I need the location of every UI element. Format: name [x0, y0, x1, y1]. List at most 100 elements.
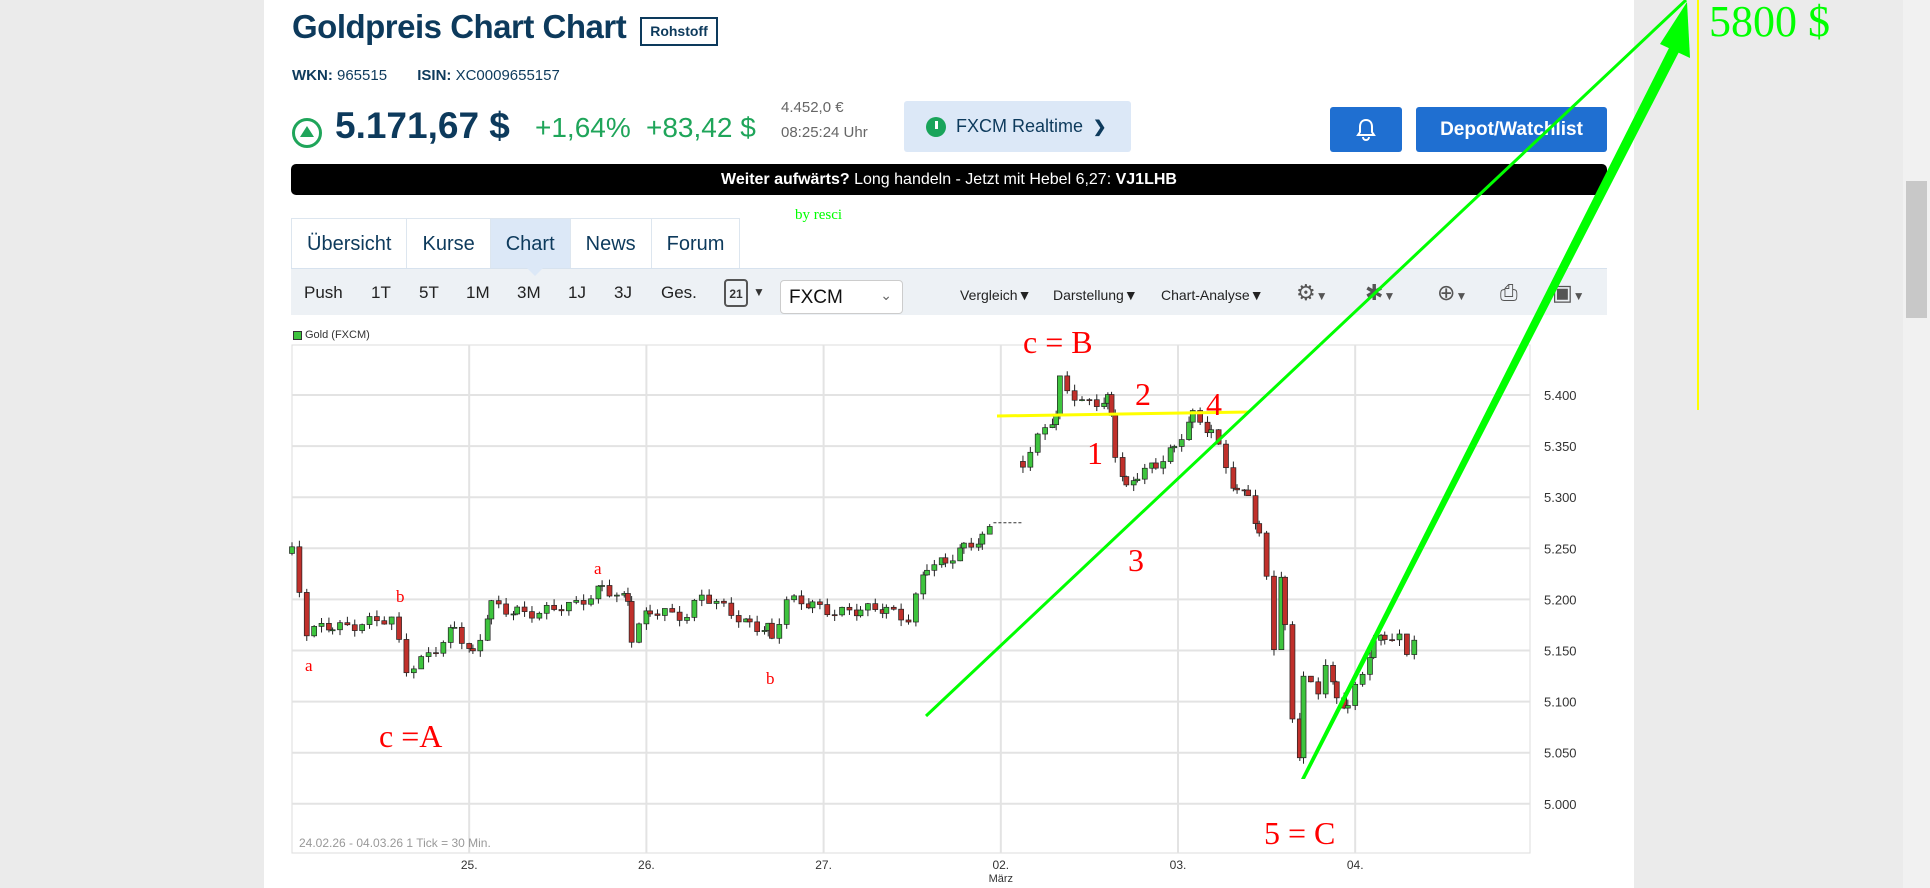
- wave-label-3: 3: [1128, 542, 1144, 578]
- candle-down: [1123, 476, 1130, 486]
- x-tick-label: 25.: [461, 858, 478, 872]
- candle-down: [470, 648, 476, 652]
- range-5t[interactable]: 5T: [419, 283, 439, 302]
- candle-down: [831, 614, 838, 617]
- display-menu[interactable]: Darstellung▼: [1053, 287, 1138, 303]
- candle-up: [1189, 410, 1196, 423]
- candle-up: [791, 595, 797, 601]
- candle-down: [1204, 421, 1211, 434]
- range-3m[interactable]: 3M: [517, 283, 541, 302]
- analysis-label: Chart-Analyse: [1161, 287, 1250, 303]
- compare-menu[interactable]: Vergleich▼: [960, 287, 1032, 303]
- exchange-select[interactable]: FXCM ⌄: [780, 280, 903, 314]
- current-price: 5.171,67 $: [335, 105, 510, 146]
- wave-label-2: 2: [1135, 376, 1151, 412]
- candle-up: [636, 623, 642, 643]
- compare-label: Vergleich: [960, 287, 1018, 303]
- candle-down: [817, 601, 823, 605]
- scrollbar-thumb[interactable]: [1906, 181, 1927, 318]
- analysis-menu[interactable]: Chart-Analyse▼: [1161, 287, 1264, 303]
- candle-down: [728, 602, 735, 616]
- calendar-icon[interactable]: 21: [724, 279, 748, 307]
- alert-button[interactable]: [1330, 107, 1402, 152]
- candle-down: [1271, 575, 1277, 651]
- candle-up: [713, 600, 720, 604]
- candle-up: [1178, 439, 1185, 447]
- candle-up: [418, 656, 425, 670]
- candle-down: [1245, 489, 1251, 497]
- bell-icon: [1356, 118, 1376, 141]
- tab-news[interactable]: News: [571, 219, 652, 268]
- tab-forum[interactable]: Forum: [666, 233, 725, 255]
- candle-down: [1020, 461, 1026, 468]
- tab-chart[interactable]: Chart: [490, 219, 571, 268]
- price-time: 08:25:24 Uhr: [781, 124, 868, 141]
- candle-up: [337, 622, 343, 631]
- candle-down: [1234, 487, 1240, 491]
- display-label: Darstellung: [1053, 287, 1124, 303]
- range-all[interactable]: Ges.: [661, 283, 697, 302]
- tab-overview[interactable]: Übersicht: [292, 219, 408, 268]
- candle-down: [396, 616, 402, 640]
- candle-down: [303, 592, 310, 637]
- candle-up: [410, 668, 417, 674]
- month-label: März: [989, 873, 1013, 885]
- candle-down: [529, 611, 535, 619]
- candle-down: [433, 652, 439, 655]
- arrow-up-circle-icon: [292, 118, 322, 148]
- candle-down: [503, 603, 509, 615]
- candle-down: [1256, 523, 1263, 534]
- candle-down: [647, 610, 653, 615]
- source-dropdown[interactable]: FXCM Realtime ❯: [904, 101, 1131, 152]
- tab-quotes[interactable]: Kurse: [407, 219, 491, 268]
- candle-up: [1042, 427, 1048, 435]
- page-title: Goldpreis Chart Chart: [292, 8, 627, 45]
- watchlist-button[interactable]: Depot/Watchlist: [1416, 107, 1607, 152]
- candle-up: [776, 624, 783, 639]
- candle-up: [318, 623, 325, 627]
- range-1m[interactable]: 1M: [466, 283, 490, 302]
- candle-up: [573, 600, 580, 603]
- candle-down: [1333, 681, 1340, 699]
- range-1j[interactable]: 1J: [568, 283, 586, 302]
- candle-up: [662, 608, 668, 616]
- candle-up: [1208, 429, 1215, 434]
- identifiers: WKN: 965515 ISIN: XC0009655157: [292, 67, 586, 84]
- candle-down: [846, 606, 853, 611]
- candle-down: [898, 608, 904, 621]
- candle-up: [1141, 467, 1148, 480]
- candle-up: [986, 526, 993, 535]
- candle-up: [1396, 633, 1403, 641]
- calendar-dropdown-icon[interactable]: ▼: [753, 285, 765, 299]
- promo-banner[interactable]: Weiter aufwärts? Long handeln - Jetzt mi…: [291, 164, 1607, 195]
- wave-label-1: 1: [1087, 435, 1103, 471]
- scrollbar[interactable]: [1903, 0, 1930, 888]
- wkn-label: WKN:: [292, 67, 333, 84]
- candle-down: [769, 622, 775, 639]
- candle-up: [614, 594, 620, 597]
- candle-down: [381, 620, 388, 625]
- candle-down: [558, 609, 565, 612]
- legend-label: Gold (FXCM): [305, 329, 370, 341]
- candle-up: [1300, 675, 1307, 759]
- range-3j[interactable]: 3J: [614, 283, 632, 302]
- resistance-line: [996, 410, 1250, 418]
- print-icon[interactable]: ⎙: [1500, 280, 1518, 305]
- category-badge: Rohstoff: [640, 17, 718, 46]
- wave-label-cA: c =A: [379, 718, 443, 754]
- candle-down: [628, 601, 635, 643]
- candle-up: [684, 617, 690, 621]
- candle-up: [857, 609, 864, 617]
- candle-down: [1282, 576, 1288, 625]
- range-push[interactable]: Push: [304, 283, 343, 302]
- zoom-icon[interactable]: ⊕▼: [1437, 280, 1468, 305]
- candle-up: [366, 616, 373, 625]
- range-1t[interactable]: 1T: [371, 283, 391, 302]
- candle-down: [1289, 624, 1296, 720]
- candle-up: [425, 652, 432, 657]
- candle-up: [440, 642, 447, 654]
- candle-down: [466, 643, 473, 649]
- gear-icon[interactable]: ⚙▼: [1296, 280, 1328, 305]
- candle-up: [1167, 447, 1174, 462]
